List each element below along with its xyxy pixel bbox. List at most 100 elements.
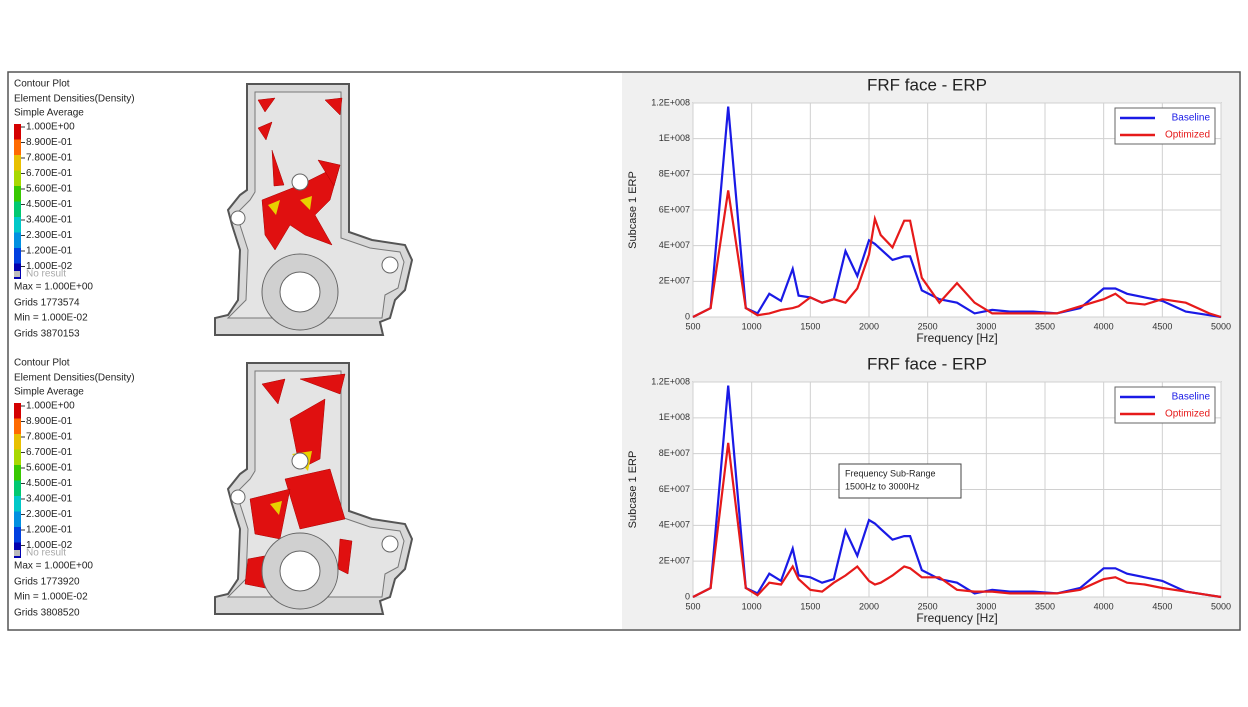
density-region — [337, 538, 353, 575]
legend-swatch — [14, 232, 21, 248]
x-tick-label: 2000 — [859, 601, 879, 611]
x-tick-label: 3000 — [976, 321, 996, 331]
part-model — [214, 362, 414, 615]
density-region — [268, 200, 280, 215]
legend-label: 2.300E-01 — [26, 230, 73, 241]
x-tick-label: 500 — [685, 601, 700, 611]
legend-swatch — [14, 403, 21, 419]
density-region — [257, 97, 276, 113]
legend-label: 1.200E-01 — [26, 246, 73, 257]
plot-method: Simple Average — [14, 108, 84, 119]
part-model — [214, 83, 414, 336]
y-tick-label: 2E+007 — [659, 556, 690, 566]
x-tick-label: 5000 — [1211, 321, 1231, 331]
hole — [230, 489, 246, 505]
chart-title: FRF face - ERP — [867, 354, 987, 373]
legend-label: 5.600E-01 — [26, 184, 73, 195]
y-tick-label: 6E+007 — [659, 484, 690, 494]
x-tick-label: 1500 — [800, 601, 820, 611]
density-region — [317, 159, 341, 187]
legend-swatch — [14, 217, 21, 233]
legend-label: 7.800E-01 — [26, 153, 73, 164]
legend-label: 8.900E-01 — [26, 416, 73, 427]
legend-label: 4.500E-01 — [26, 199, 73, 210]
y-tick-label: 4E+007 — [659, 240, 690, 250]
plot-method: Simple Average — [14, 387, 84, 398]
x-tick-label: 500 — [685, 321, 700, 331]
hole — [381, 535, 399, 553]
legend-label: 1.000E+00 — [26, 122, 75, 133]
legend-label: Optimized — [1165, 130, 1210, 141]
plot-subtitle: Element Densities(Density) — [14, 94, 135, 105]
hole — [291, 173, 309, 191]
y-axis-label: Subcase 1 ERP — [627, 171, 639, 249]
y-axis-label: Subcase 1 ERP — [627, 451, 639, 529]
legend-label: Baseline — [1172, 113, 1211, 124]
legend-label: 5.600E-01 — [26, 463, 73, 474]
no-result-swatch — [14, 550, 20, 556]
legend-label: 1.000E-02 — [26, 261, 73, 272]
series-line — [692, 442, 1222, 599]
legend-swatch — [14, 418, 21, 434]
max-label: Max = 1.000E+00 — [14, 561, 93, 572]
y-tick-label: 0 — [685, 591, 690, 601]
legend-swatch — [14, 511, 21, 527]
x-axis-label: Frequency [Hz] — [916, 331, 997, 345]
legend-label: 1.200E-01 — [26, 525, 73, 536]
no-result: No result — [26, 269, 66, 280]
legend-swatch — [14, 434, 21, 450]
legend-swatch — [14, 186, 21, 202]
legend-label: 7.800E-01 — [26, 432, 73, 443]
x-tick-label: 4000 — [1094, 321, 1114, 331]
density-region — [289, 398, 326, 470]
legend-swatch — [14, 139, 21, 155]
bore — [279, 271, 321, 313]
legend-swatch — [14, 155, 21, 171]
x-tick-label: 3500 — [1035, 321, 1055, 331]
density-region — [270, 501, 282, 515]
y-tick-label: 1.2E+008 — [651, 376, 690, 386]
max-grid: Grids 1773574 — [14, 298, 80, 309]
x-tick-label: 1000 — [742, 321, 762, 331]
x-tick-label: 3500 — [1035, 601, 1055, 611]
x-tick-label: 2500 — [918, 601, 938, 611]
x-tick-label: 3000 — [976, 601, 996, 611]
x-tick-label: 2500 — [918, 321, 938, 331]
legend-swatch — [14, 170, 21, 186]
hole — [381, 256, 399, 274]
legend-swatch — [14, 465, 21, 481]
y-tick-label: 1.2E+008 — [651, 97, 690, 107]
x-tick-label: 4500 — [1152, 321, 1172, 331]
legend-label: 4.500E-01 — [26, 478, 73, 489]
density-region — [257, 121, 273, 141]
legend-box — [1114, 386, 1216, 424]
legend-label: Baseline — [1172, 392, 1211, 403]
min-label: Min = 1.000E-02 — [14, 313, 88, 324]
legend-swatch — [14, 248, 21, 264]
density-region — [271, 149, 285, 187]
min-label: Min = 1.000E-02 — [14, 592, 88, 603]
density-region — [261, 378, 286, 405]
density-region — [300, 196, 312, 210]
legend-swatch — [14, 527, 21, 543]
legend-label: 8.900E-01 — [26, 137, 73, 148]
legend-label: 3.400E-01 — [26, 494, 73, 505]
annotation: Frequency Sub-Range — [845, 468, 936, 478]
series-line — [692, 106, 1222, 319]
y-tick-label: 8E+007 — [659, 169, 690, 179]
legend-label: 1.000E+00 — [26, 401, 75, 412]
x-tick-label: 1000 — [742, 601, 762, 611]
min-grid: Grids 3870153 — [14, 329, 80, 340]
legend-swatch — [14, 201, 21, 217]
legend-box — [1114, 107, 1216, 145]
legend-swatch — [14, 480, 21, 496]
no-result: No result — [26, 548, 66, 559]
y-tick-label: 2E+007 — [659, 276, 690, 286]
plot-title: Contour Plot — [14, 358, 70, 369]
legend-label: 6.700E-01 — [26, 447, 73, 458]
min-grid: Grids 3808520 — [14, 608, 80, 619]
x-tick-label: 2000 — [859, 321, 879, 331]
plot-title: Contour Plot — [14, 79, 70, 90]
density-region — [324, 97, 343, 116]
